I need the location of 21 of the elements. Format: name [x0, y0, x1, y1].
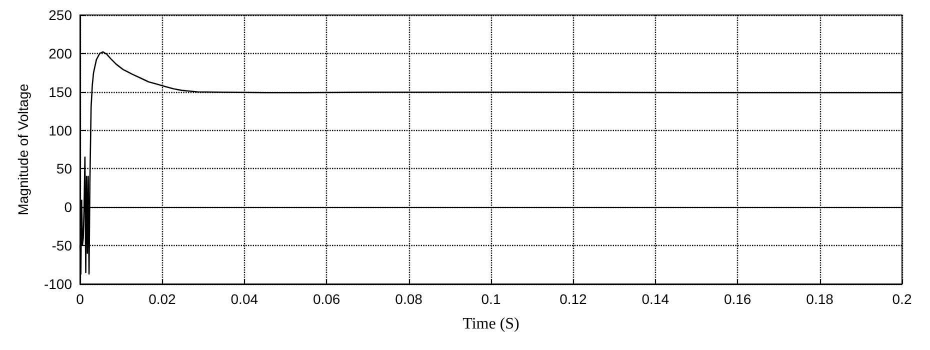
x-tick-label: 0.06 [312, 291, 340, 307]
x-tick-label: 0.16 [724, 291, 752, 307]
x-tick-label: 0.2 [892, 291, 912, 307]
x-axis-title: Time (S) [462, 316, 520, 332]
y-tick-label: 150 [48, 84, 72, 100]
y-tick-label: -50 [52, 238, 72, 254]
y-axis-title: Magnitude of Voltage [15, 84, 31, 216]
y-tick-label: 100 [48, 122, 72, 138]
x-tick-label: 0.14 [642, 291, 670, 307]
y-tick-label: 50 [56, 160, 72, 177]
x-tick-label: 0.12 [560, 291, 588, 307]
x-tick-label: 0.1 [481, 291, 501, 307]
y-tick-label: 0 [64, 199, 72, 216]
x-tick-label: 0.02 [148, 291, 176, 307]
x-tick-label: 0 [76, 291, 84, 307]
x-tick-label: 0.04 [230, 291, 258, 307]
x-tick-label: 0.08 [395, 291, 423, 307]
y-tick-label: 250 [48, 7, 72, 23]
x-tick-label: 0.18 [806, 291, 834, 307]
y-tick-label: 200 [48, 45, 72, 62]
y-tick-label: -100 [44, 276, 72, 292]
